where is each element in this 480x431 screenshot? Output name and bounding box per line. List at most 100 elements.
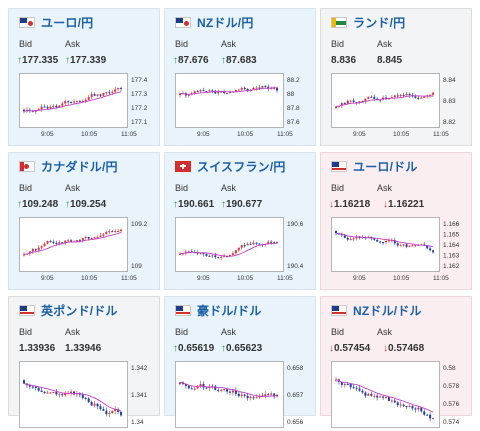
candle-body	[234, 390, 237, 394]
candle-body	[223, 389, 226, 391]
candle-body	[61, 394, 64, 396]
candle-body	[429, 414, 432, 419]
pair-name[interactable]: ランド/円	[353, 15, 406, 30]
candle-body	[273, 242, 276, 244]
pair-name[interactable]: ユーロ/円	[41, 15, 94, 30]
candle-body	[379, 99, 382, 101]
candle-body	[387, 240, 390, 242]
card-title: ユーロ/ドル	[331, 157, 418, 175]
candle-body	[108, 412, 111, 415]
y-tick-label: 1.342	[131, 365, 148, 372]
candle-body	[270, 393, 273, 395]
candle-body	[273, 87, 276, 89]
rate-card-eurusd[interactable]: ユーロ/ドル Bid Ask ↓1.16218 ↓1.16221 1.166 1.…	[320, 152, 472, 290]
candle-body	[385, 240, 387, 243]
candle-body	[55, 391, 58, 395]
candle-body	[426, 414, 429, 416]
candle-body	[84, 397, 87, 399]
candle-body	[43, 243, 46, 247]
candle-body	[234, 250, 237, 254]
chart-frame	[175, 217, 284, 272]
ask-label: Ask	[221, 183, 237, 193]
candle-body	[382, 396, 385, 398]
down-arrow-icon: ↓	[383, 343, 388, 354]
rate-card-zarjpy[interactable]: ランド/円 Bid Ask 8.836 8.845 8.84 8.83 8.82 9:…	[320, 8, 472, 146]
rate-card-eurjpy[interactable]: ユーロ/円 Bid Ask ↑177.335 ↑177.339 177.4 177…	[8, 8, 160, 146]
rate-grid: ユーロ/円 Bid Ask ↑177.335 ↑177.339 177.4 177…	[8, 8, 472, 428]
candle-body	[367, 96, 370, 99]
candle-body	[187, 251, 190, 253]
candle-body	[335, 231, 337, 234]
candle-body	[78, 101, 81, 103]
candle-body	[117, 230, 120, 232]
us-flag-icon	[175, 304, 191, 316]
candle-body	[432, 92, 435, 95]
candle-body	[23, 254, 25, 256]
bid-label: Bid	[19, 327, 33, 337]
candle-body	[346, 237, 349, 240]
y-tick-label: 87.6	[287, 119, 300, 126]
y-tick-label: 109.2	[131, 221, 148, 228]
bid-label: Bid	[175, 39, 189, 49]
candle-body	[249, 397, 252, 399]
rate-card-nzdjpy[interactable]: NZドル/円 Bid Ask ↑87.676 ↑87.683 88.2 88 87.…	[164, 8, 316, 146]
candle-body	[120, 87, 123, 89]
pair-name[interactable]: 豪ドル/ドル	[197, 303, 262, 318]
candle-body	[432, 418, 435, 420]
up-arrow-icon: ↑	[65, 199, 70, 210]
candle-body	[276, 87, 279, 91]
candle-body	[223, 91, 226, 94]
candle-body	[379, 396, 382, 398]
candle-body	[120, 229, 123, 231]
candle-body	[340, 381, 343, 385]
card-title: カナダドル/円	[19, 157, 118, 175]
candle-body	[81, 394, 84, 398]
chart-frame	[331, 361, 440, 428]
candle-body	[246, 89, 249, 92]
candle-body	[432, 250, 435, 253]
candle-body	[361, 101, 364, 103]
pair-name[interactable]: ユーロ/ドル	[353, 159, 418, 174]
rate-card-cadjpy[interactable]: カナダドル/円 Bid Ask ↑109.248 ↑109.254 109.2 1…	[8, 152, 160, 290]
ask-value: ↑0.65623	[221, 343, 263, 354]
candle-body	[258, 87, 261, 89]
candle-body	[223, 256, 226, 258]
card-title: 英ポンド/ドル	[19, 301, 118, 319]
candle-body	[373, 395, 376, 397]
up-arrow-icon: ↑	[173, 199, 178, 210]
y-tick-label: 190.4	[287, 263, 304, 270]
candle-body	[67, 101, 70, 103]
pair-name[interactable]: スイスフラン/円	[197, 159, 286, 174]
rate-card-nzdusd[interactable]: NZドル/ドル Bid Ask ↓0.57454 ↓0.57468 0.58 0.…	[320, 296, 472, 428]
moving-average-line	[179, 381, 278, 397]
chart-frame	[19, 73, 128, 128]
card-title: ランド/円	[331, 13, 405, 31]
candle-body	[31, 386, 34, 388]
candle-body	[58, 105, 61, 108]
candle-body	[28, 385, 31, 387]
candle-body	[382, 242, 385, 244]
candle-body	[73, 101, 75, 103]
candle-body	[229, 254, 231, 257]
pair-name[interactable]: NZドル/ドル	[353, 303, 422, 318]
ch-flag-icon	[175, 160, 191, 172]
candle-body	[258, 243, 261, 245]
candle-body	[90, 94, 93, 98]
candle-body	[373, 96, 376, 99]
candle-body	[64, 101, 67, 104]
candle-body	[231, 390, 234, 393]
candle-body	[264, 85, 267, 87]
bid-value: ↓0.57454	[329, 343, 371, 354]
candle-body	[105, 92, 108, 94]
rate-card-audusd[interactable]: 豪ドル/ドル Bid Ask ↑0.65619 ↑0.65623 0.658 0.…	[164, 296, 316, 428]
y-tick-label: 190.6	[287, 221, 304, 228]
candle-body	[34, 248, 37, 251]
pair-name[interactable]: 英ポンド/ドル	[41, 303, 118, 318]
candle-body	[64, 240, 67, 244]
pair-name[interactable]: カナダドル/円	[41, 159, 118, 174]
rate-card-chfjpy[interactable]: スイスフラン/円 Bid Ask ↑190.661 ↑190.677 190.6…	[164, 152, 316, 290]
rate-card-gbpusd[interactable]: 英ポンド/ドル Bid Ask 1.33936 1.33946 1.342 1.3…	[8, 296, 160, 428]
chart-frame	[19, 361, 128, 428]
candle-body	[396, 95, 399, 97]
pair-name[interactable]: NZドル/円	[197, 15, 254, 30]
